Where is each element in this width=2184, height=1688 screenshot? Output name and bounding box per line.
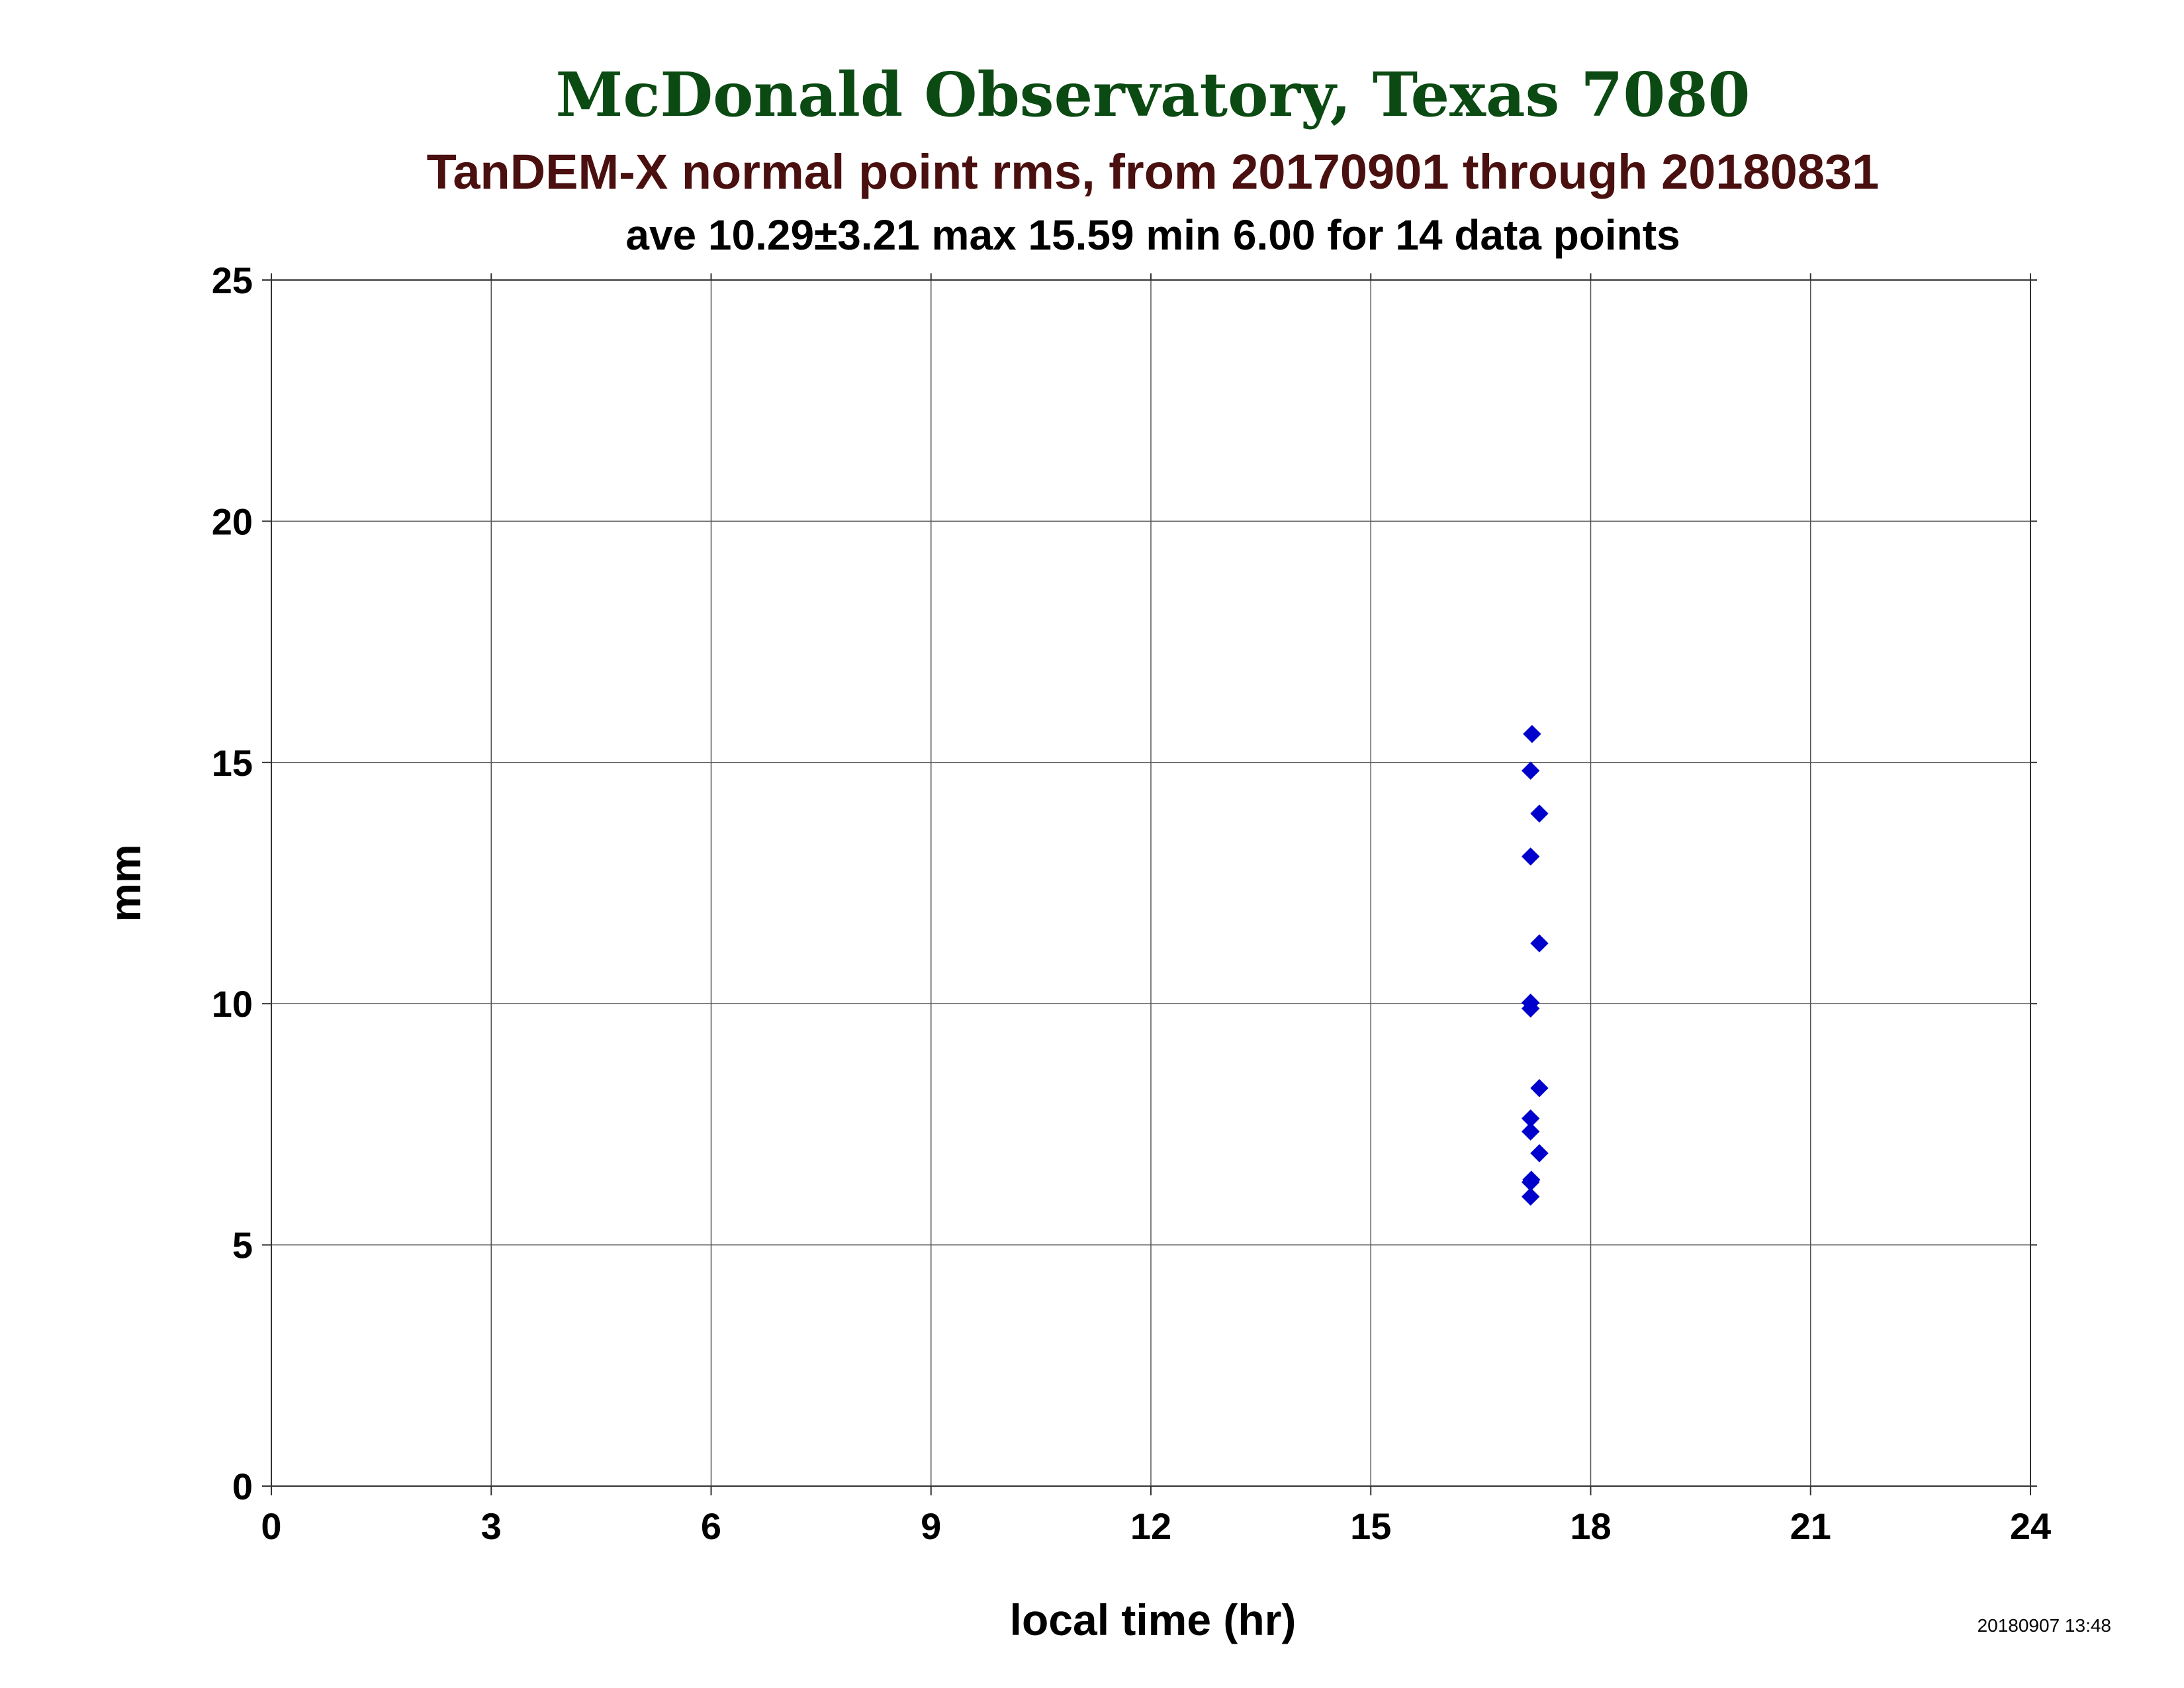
x-tick-label: 21 [1790, 1505, 1831, 1547]
y-tick-label: 5 [232, 1225, 253, 1266]
data-point [1530, 804, 1549, 823]
data-point [1522, 1170, 1541, 1189]
x-tick-label: 9 [921, 1505, 941, 1547]
y-axis-label: mm [101, 844, 150, 921]
data-point [1530, 1144, 1549, 1162]
x-tick-label: 15 [1350, 1505, 1391, 1547]
chart-stats-line: ave 10.29±3.21 max 15.59 min 6.00 for 14… [625, 211, 1680, 259]
data-point [1521, 999, 1540, 1018]
grid [271, 280, 2030, 1486]
y-axis: 0 5 10 15 20 25 [212, 259, 2037, 1507]
x-tick-label: 3 [481, 1505, 502, 1547]
data-points [1521, 725, 1549, 1206]
y-tick-label: 20 [212, 500, 253, 542]
data-point [1521, 1188, 1540, 1206]
data-point [1521, 761, 1540, 780]
x-axis: 0 3 6 9 12 15 18 21 24 [261, 273, 2051, 1547]
data-point [1521, 1122, 1540, 1141]
y-tick-label: 10 [212, 983, 253, 1025]
timestamp: 20180907 13:48 [1978, 1615, 2111, 1636]
y-tick-label: 15 [212, 742, 253, 784]
x-tick-label: 24 [2010, 1505, 2051, 1547]
x-tick-label: 0 [261, 1505, 281, 1547]
chart-title: McDonald Observatory, Texas 7080 [556, 59, 1751, 130]
x-axis-label: local time (hr) [1010, 1595, 1297, 1644]
x-tick-label: 12 [1130, 1505, 1171, 1547]
y-tick-label: 25 [212, 259, 253, 301]
data-point [1523, 725, 1541, 743]
data-point [1521, 847, 1540, 866]
data-point [1530, 1079, 1549, 1098]
y-tick-label: 0 [232, 1466, 253, 1507]
x-tick-label: 18 [1570, 1505, 1611, 1547]
x-tick-label: 6 [701, 1505, 721, 1547]
chart-subtitle: TanDEM-X normal point rms, from 20170901… [427, 144, 1880, 199]
data-point [1530, 934, 1549, 953]
